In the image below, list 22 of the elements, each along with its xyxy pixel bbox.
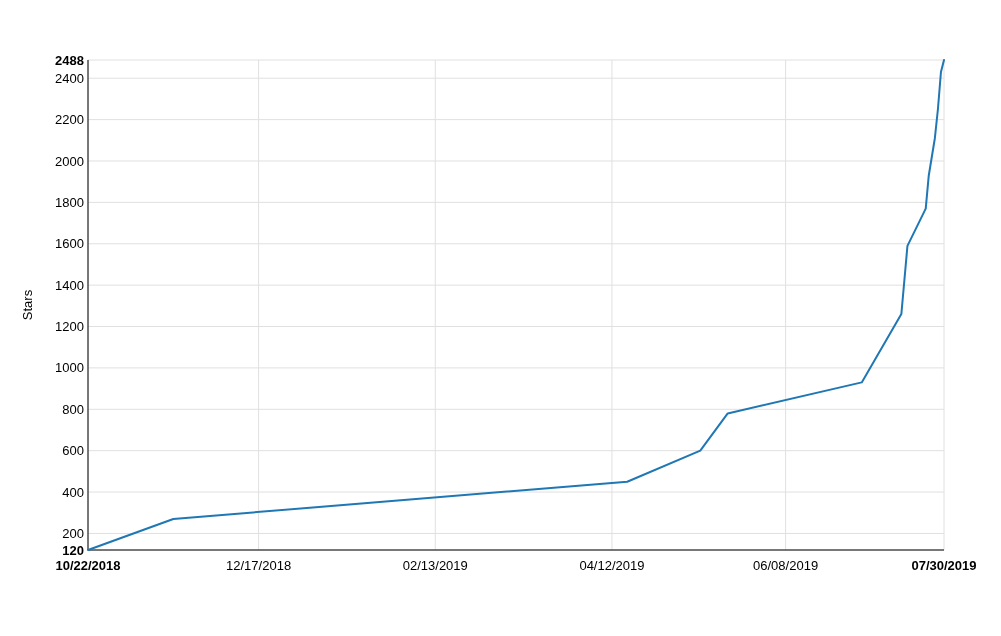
y-tick-label: 800 bbox=[62, 401, 84, 417]
y-tick-label: 1400 bbox=[55, 277, 84, 293]
y-tick-label: 2488 bbox=[55, 52, 84, 68]
x-tick-label: 07/30/2019 bbox=[911, 558, 977, 573]
x-tick-label: 04/12/2019 bbox=[579, 558, 645, 573]
y-tick-label: 2000 bbox=[55, 153, 84, 169]
y-tick-label: 600 bbox=[62, 443, 84, 459]
y-tick-label: 400 bbox=[62, 484, 84, 500]
y-tick-label: 2200 bbox=[55, 112, 84, 128]
y-tick-label: 1600 bbox=[55, 236, 84, 252]
x-tick-label: 02/13/2019 bbox=[402, 558, 468, 573]
y-tick-label: 200 bbox=[62, 526, 84, 541]
y-tick-label: 1800 bbox=[55, 194, 84, 210]
y-tick-label: 1200 bbox=[55, 319, 84, 335]
y-tick-label: 2400 bbox=[55, 70, 84, 86]
x-tick-label: 06/08/2019 bbox=[753, 558, 819, 573]
x-tick-label: 10/22/2018 bbox=[55, 558, 121, 573]
y-axis-title: Stars bbox=[20, 289, 35, 321]
y-tick-label: 1000 bbox=[55, 360, 84, 376]
x-tick-label: 12/17/2018 bbox=[226, 558, 292, 573]
line-series bbox=[87, 59, 945, 551]
y-tick-label: 120 bbox=[62, 542, 84, 558]
